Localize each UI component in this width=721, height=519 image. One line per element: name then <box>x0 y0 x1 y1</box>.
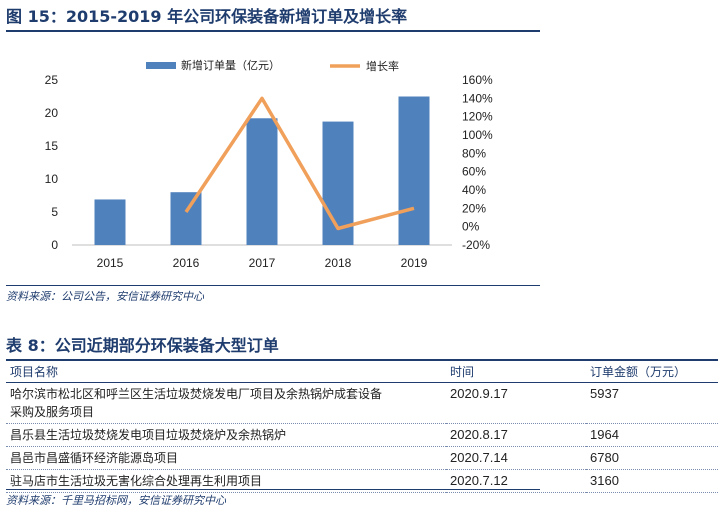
project-name-cell: 昌邑市昌盛循环经济能源岛项目 <box>6 446 446 470</box>
figure-source: 资料来源：公司公告，安信证券研究中心 <box>6 285 540 315</box>
legend-line-label: 增长率 <box>366 59 399 73</box>
x-tick-label: 2015 <box>97 256 124 270</box>
y-left-tick-label: 20 <box>45 106 59 120</box>
y-right-tick-label: 0% <box>462 220 480 234</box>
table-row: 哈尔滨市松北区和呼兰区生活垃圾焚烧发电厂项目及余热锅炉成套设备 采购及服务项目 2… <box>6 382 718 424</box>
table-row: 昌邑市昌盛循环经济能源岛项目 2020.7.14 6780 <box>6 446 718 470</box>
y-left-tick-label: 5 <box>51 205 58 219</box>
y-right-tick-label: 60% <box>462 165 486 179</box>
table-title: 表 8：公司近期部分环保装备大型订单 <box>6 333 718 361</box>
y-right-tick-label: 120% <box>462 110 493 124</box>
x-tick-label: 2019 <box>401 256 428 270</box>
y-right-tick-label: 80% <box>462 146 486 160</box>
y-right-tick-label: -20% <box>462 238 490 252</box>
table-header-row: 项目名称 时间 订单金额（万元） <box>6 362 718 383</box>
amount-cell: 6780 <box>586 446 718 470</box>
y-right-tick-label: 40% <box>462 183 486 197</box>
date-cell: 2020.7.12 <box>446 469 586 493</box>
y-left-tick-label: 15 <box>45 139 59 153</box>
y-right-tick-label: 20% <box>462 201 486 215</box>
y-left-tick-label: 0 <box>51 238 58 252</box>
header-date: 时间 <box>446 362 586 383</box>
orders-table: 项目名称 时间 订单金额（万元） 哈尔滨市松北区和呼兰区生活垃圾焚烧发电厂项目及… <box>6 362 718 493</box>
project-name-cell: 哈尔滨市松北区和呼兰区生活垃圾焚烧发电厂项目及余热锅炉成套设备 采购及服务项目 <box>6 382 446 424</box>
project-name-cell: 昌乐县生活垃圾焚烧发电项目垃圾焚烧炉及余热锅炉 <box>6 423 446 447</box>
header-project-name: 项目名称 <box>6 362 446 383</box>
y-right-tick-label: 100% <box>462 128 493 142</box>
date-cell: 2020.7.14 <box>446 446 586 470</box>
bar <box>94 199 126 245</box>
table-row: 驻马店市生活垃圾无害化综合处理再生利用项目 2020.7.12 3160 <box>6 469 718 493</box>
figure-title: 图 15：2015-2019 年公司环保装备新增订单及增长率 <box>6 4 540 32</box>
legend-bar-label: 新增订单量（亿元） <box>181 58 280 72</box>
x-tick-label: 2018 <box>325 256 352 270</box>
x-tick-label: 2017 <box>249 256 276 270</box>
legend-bar-swatch <box>146 62 176 69</box>
project-name-cell: 驻马店市生活垃圾无害化综合处理再生利用项目 <box>6 469 446 493</box>
date-cell: 2020.9.17 <box>446 382 586 424</box>
header-amount: 订单金额（万元） <box>586 362 718 383</box>
project-name-line: 采购及服务项目 <box>10 404 95 419</box>
y-right-tick-label: 160% <box>462 73 493 87</box>
y-left-tick-label: 10 <box>45 172 59 186</box>
y-right-tick-label: 140% <box>462 91 493 105</box>
chart-svg: 0 5 10 15 20 25 -20% 0% 20% 40% 60% 80% 100% 120% 140%… <box>45 58 493 270</box>
table-source: 资料来源：千里马招标网，安信证券研究中心 <box>6 489 540 515</box>
amount-cell: 1964 <box>586 423 718 447</box>
amount-cell: 5937 <box>586 382 718 424</box>
bar <box>170 192 202 245</box>
project-name-line: 哈尔滨市松北区和呼兰区生活垃圾焚烧发电厂项目及余热锅炉成套设备 <box>10 386 383 401</box>
date-cell: 2020.8.17 <box>446 423 586 447</box>
y-left-tick-label: 25 <box>45 73 59 87</box>
amount-cell: 3160 <box>586 469 718 493</box>
x-tick-label: 2016 <box>173 256 200 270</box>
table-row: 昌乐县生活垃圾焚烧发电项目垃圾焚烧炉及余热锅炉 2020.8.17 1964 <box>6 423 718 447</box>
bar <box>246 118 278 245</box>
growth-rate-line <box>184 96 415 231</box>
bar <box>398 96 430 245</box>
chart: 0 5 10 15 20 25 -20% 0% 20% 40% 60% 80% 100% 120% 140%… <box>0 36 540 286</box>
